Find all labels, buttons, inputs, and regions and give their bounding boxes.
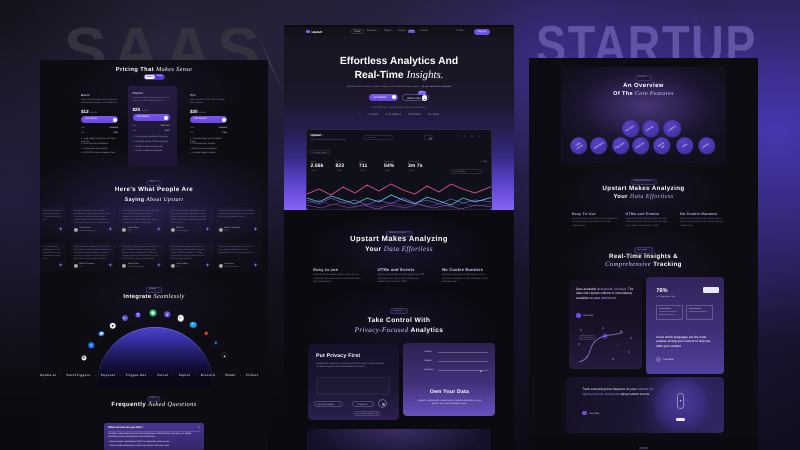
- svg-text:+: +: [617, 343, 619, 347]
